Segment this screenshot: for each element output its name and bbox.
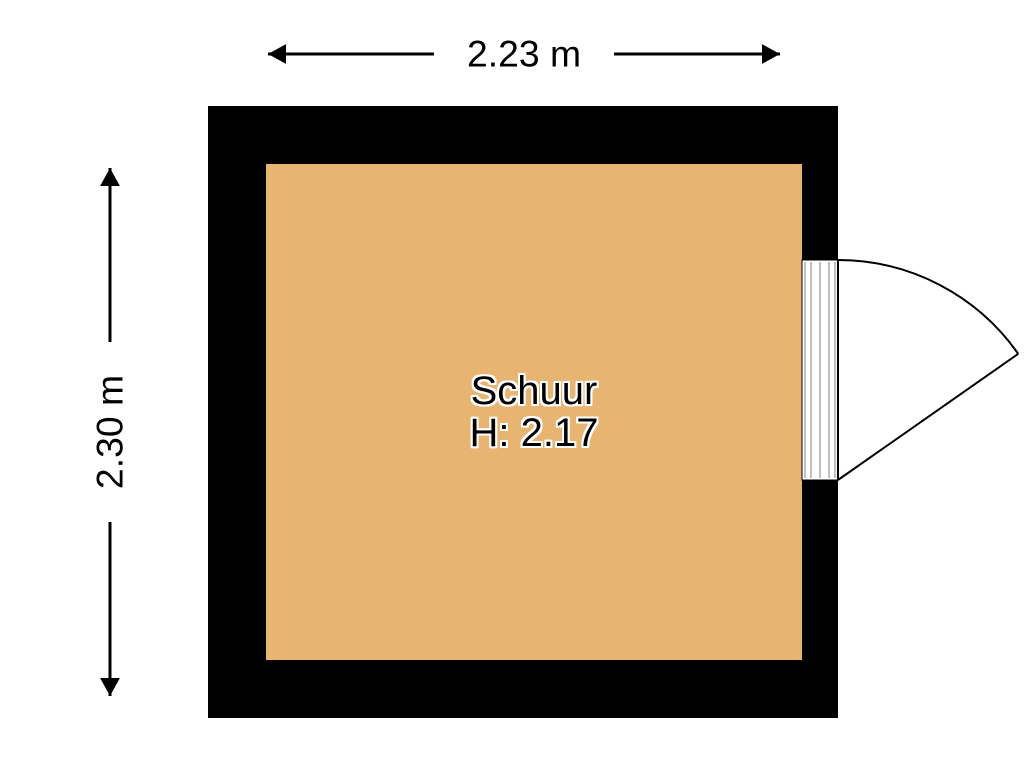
dimension-width-label: 2.23 m bbox=[467, 33, 581, 76]
floorplan-canvas: 2.23 m 2.30 m Schuur H: 2.17 bbox=[0, 0, 1024, 768]
room-name: Schuur bbox=[470, 370, 599, 412]
dimension-height-label: 2.30 m bbox=[89, 375, 132, 489]
room-height: H: 2.17 bbox=[470, 412, 599, 454]
dimension-width-text: 2.23 m bbox=[467, 33, 581, 75]
dimension-height-text: 2.30 m bbox=[89, 375, 131, 489]
room-label: Schuur H: 2.17 bbox=[470, 370, 599, 454]
